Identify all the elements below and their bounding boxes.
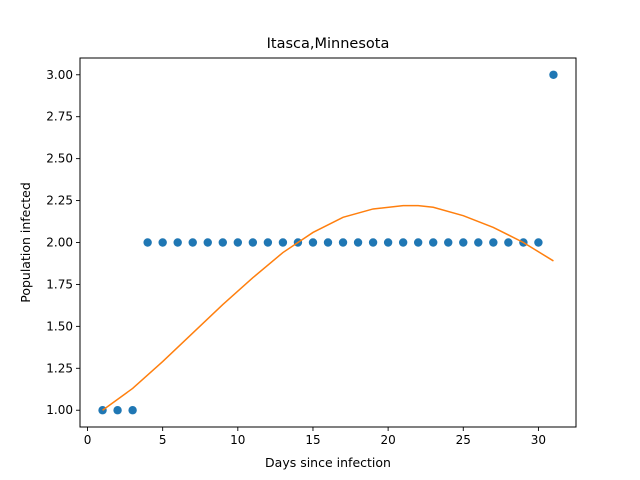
x-tick-label: 25	[456, 433, 471, 447]
data-point	[263, 238, 273, 247]
data-point	[504, 238, 513, 247]
x-tick-label: 30	[531, 433, 546, 447]
data-point	[444, 238, 453, 247]
data-point	[143, 238, 152, 247]
y-axis: 1.00 1.25 1.50 1.75 2.00 2.25 2.50 2.75 3.00	[46, 68, 80, 417]
y-tick-label: 2.50	[46, 152, 73, 166]
data-point	[474, 238, 483, 247]
data-point	[128, 406, 137, 415]
chart-title: Itasca,Minnesota	[267, 36, 390, 52]
data-point	[338, 238, 348, 247]
y-tick-label: 3.00	[46, 68, 73, 82]
y-tick-label: 1.00	[46, 403, 73, 417]
y-tick-label: 2.75	[46, 110, 73, 124]
x-axis-label: Days since infection	[265, 455, 391, 470]
data-point	[368, 238, 378, 247]
y-tick-label: 1.50	[46, 319, 73, 333]
data-point	[248, 238, 258, 247]
y-tick-label: 2.00	[46, 236, 73, 250]
plot-marks	[98, 70, 558, 415]
data-point	[233, 238, 243, 247]
data-point	[323, 238, 333, 247]
y-tick-label: 2.25	[46, 194, 73, 208]
x-axis: 0 5 10 15 20 25 30	[84, 427, 546, 447]
data-point	[113, 406, 122, 415]
y-tick-label: 1.75	[46, 277, 73, 291]
data-point	[398, 238, 408, 247]
data-point	[173, 238, 182, 247]
x-tick-label: 20	[380, 433, 395, 447]
data-point	[203, 238, 212, 247]
fit-curve	[102, 204, 554, 411]
data-point	[158, 238, 167, 247]
data-point	[459, 238, 468, 247]
data-point	[218, 238, 227, 247]
data-point	[489, 238, 498, 247]
data-point	[308, 238, 318, 247]
x-tick-label: 10	[230, 433, 245, 447]
y-tick-label: 1.25	[46, 361, 73, 375]
data-point	[534, 238, 543, 247]
data-point	[549, 70, 558, 79]
x-tick-label: 15	[305, 433, 320, 447]
x-tick-label: 5	[159, 433, 167, 447]
y-axis-label: Population infected	[18, 182, 33, 303]
x-tick-label: 0	[84, 433, 92, 447]
data-point	[278, 238, 288, 247]
data-point	[413, 238, 423, 247]
data-point	[188, 238, 197, 247]
data-point	[353, 238, 363, 247]
data-point	[429, 238, 438, 247]
data-point	[383, 238, 393, 247]
